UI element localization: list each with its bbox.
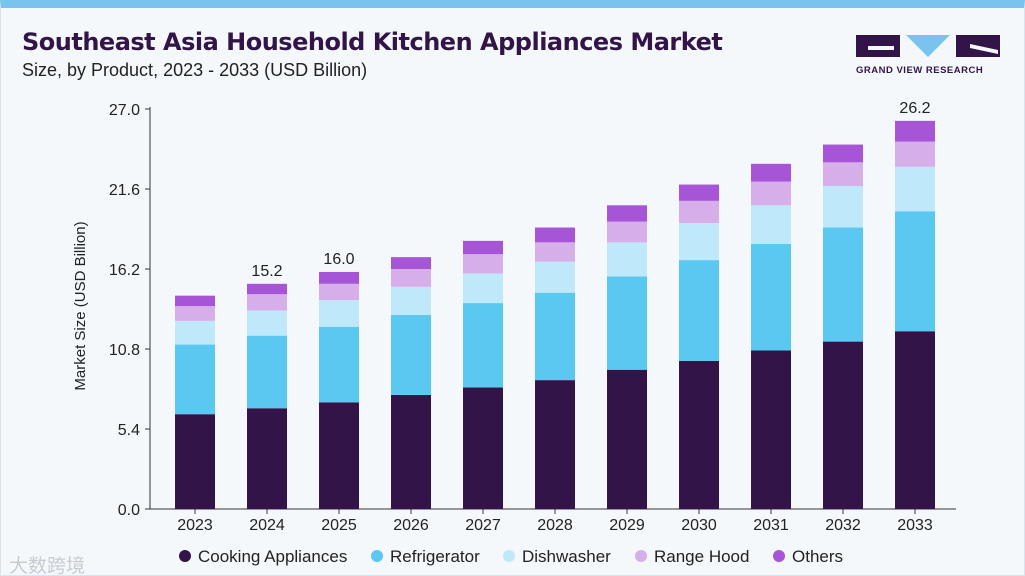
bar-segment-refrigerator bbox=[175, 344, 215, 415]
legend-label: Dishwasher bbox=[522, 547, 611, 566]
bar-segment-others bbox=[535, 227, 575, 243]
bar-segment-refrigerator bbox=[319, 326, 359, 403]
bar-segment-cooking-appliances bbox=[535, 380, 575, 509]
x-tick-label: 2026 bbox=[393, 517, 429, 534]
bar-segment-others bbox=[823, 144, 863, 163]
bar-segment-dishwasher bbox=[463, 273, 503, 304]
y-axis-label: Market Size (USD Billion) bbox=[72, 221, 89, 390]
x-tick-label: 2033 bbox=[897, 517, 933, 534]
bar-segment-range-hood bbox=[895, 141, 935, 167]
y-tick-label: 5.4 bbox=[118, 422, 140, 439]
bar-segment-dishwasher bbox=[751, 205, 791, 244]
chart-subtitle: Size, by Product, 2023 - 2033 (USD Billi… bbox=[22, 60, 368, 80]
bar-segment-refrigerator bbox=[463, 303, 503, 388]
bar-segment-cooking-appliances bbox=[391, 394, 431, 509]
bar-segment-range-hood bbox=[391, 269, 431, 287]
bar-segment-dishwasher bbox=[679, 223, 719, 261]
legend-label: Range Hood bbox=[654, 547, 749, 566]
bar-segment-range-hood bbox=[751, 181, 791, 206]
bar-segment-dishwasher bbox=[535, 261, 575, 293]
bar-segment-dishwasher bbox=[319, 300, 359, 327]
y-tick-label: 16.2 bbox=[109, 262, 140, 279]
bar-segment-cooking-appliances bbox=[175, 414, 215, 509]
bar-segment-range-hood bbox=[319, 283, 359, 301]
bar-segment-range-hood bbox=[823, 162, 863, 187]
x-tick-label: 2028 bbox=[537, 517, 573, 534]
bar-segment-dishwasher bbox=[823, 186, 863, 228]
bar-segment-dishwasher bbox=[895, 166, 935, 212]
bar-total-label: 26.2 bbox=[899, 100, 930, 117]
bar-segment-dishwasher bbox=[391, 286, 431, 315]
bar-segment-dishwasher bbox=[607, 242, 647, 277]
logo-triangle bbox=[906, 35, 950, 57]
x-tick-label: 2025 bbox=[321, 517, 357, 534]
bar-total-label: 15.2 bbox=[251, 263, 282, 280]
x-tick-label: 2032 bbox=[825, 517, 861, 534]
bar-segment-dishwasher bbox=[247, 310, 287, 336]
bar-segment-cooking-appliances bbox=[319, 402, 359, 509]
legend-marker-others bbox=[773, 550, 785, 562]
bar-segment-cooking-appliances bbox=[823, 341, 863, 509]
legend-label: Refrigerator bbox=[390, 547, 480, 566]
bar-segment-others bbox=[679, 184, 719, 201]
bar-segment-cooking-appliances bbox=[463, 387, 503, 509]
bar-segment-range-hood bbox=[535, 242, 575, 262]
bar-segment-others bbox=[607, 205, 647, 222]
bar-segment-others bbox=[175, 295, 215, 307]
bar-segment-cooking-appliances bbox=[247, 408, 287, 509]
bar-segment-cooking-appliances bbox=[895, 331, 935, 509]
bar-segment-refrigerator bbox=[607, 276, 647, 370]
bar-segment-refrigerator bbox=[391, 314, 431, 395]
bar-segment-cooking-appliances bbox=[607, 369, 647, 509]
x-tick-label: 2030 bbox=[681, 517, 717, 534]
watermark: 大数跨境 bbox=[9, 556, 86, 576]
legend-marker-cooking-appliances bbox=[179, 550, 191, 562]
bar-segment-refrigerator bbox=[535, 292, 575, 381]
x-tick-label: 2027 bbox=[465, 517, 501, 534]
legend-marker-refrigerator bbox=[371, 550, 383, 562]
bar-segment-range-hood bbox=[679, 200, 719, 224]
bar-segment-range-hood bbox=[175, 306, 215, 321]
bar-segment-range-hood bbox=[463, 254, 503, 274]
bar-segment-others bbox=[895, 120, 935, 142]
bar-segment-refrigerator bbox=[679, 260, 719, 361]
bar-segment-refrigerator bbox=[823, 227, 863, 342]
x-tick-label: 2029 bbox=[609, 517, 645, 534]
bar-segment-refrigerator bbox=[751, 243, 791, 351]
legend-label: Cooking Appliances bbox=[198, 547, 347, 566]
bar-segment-others bbox=[319, 271, 359, 284]
brand-name: GRAND VIEW RESEARCH bbox=[856, 65, 984, 76]
legend-marker-range-hood bbox=[635, 550, 647, 562]
y-tick-label: 0.0 bbox=[118, 502, 140, 519]
bar-segment-cooking-appliances bbox=[679, 360, 719, 509]
bar-segment-refrigerator bbox=[247, 335, 287, 409]
bar-segment-range-hood bbox=[247, 294, 287, 311]
bar-segment-others bbox=[391, 257, 431, 269]
bar-segment-others bbox=[247, 283, 287, 295]
bar-segment-others bbox=[751, 163, 791, 182]
chart-title: Southeast Asia Household Kitchen Applian… bbox=[22, 28, 723, 56]
y-tick-label: 21.6 bbox=[109, 182, 140, 199]
stacked-bar-chart: 0.0 5.4 10.8 16.2 21.6 27.0 Market Size (USD B… bbox=[72, 100, 956, 566]
legend-label: Others bbox=[792, 547, 843, 566]
legend-marker-dishwasher bbox=[503, 550, 515, 562]
bar-segment-cooking-appliances bbox=[751, 350, 791, 509]
bar-segment-others bbox=[463, 240, 503, 255]
y-tick-label: 10.8 bbox=[109, 342, 140, 359]
x-tick-label: 2024 bbox=[249, 517, 285, 534]
bar-segment-dishwasher bbox=[175, 320, 215, 345]
bar-total-label: 16.0 bbox=[323, 251, 354, 268]
y-tick-label: 27.0 bbox=[109, 102, 140, 119]
bar-segment-refrigerator bbox=[895, 211, 935, 332]
brand-logo bbox=[856, 35, 1000, 57]
bar-segment-range-hood bbox=[607, 221, 647, 243]
x-tick-label: 2031 bbox=[753, 517, 789, 534]
x-tick-label: 2023 bbox=[177, 517, 213, 534]
